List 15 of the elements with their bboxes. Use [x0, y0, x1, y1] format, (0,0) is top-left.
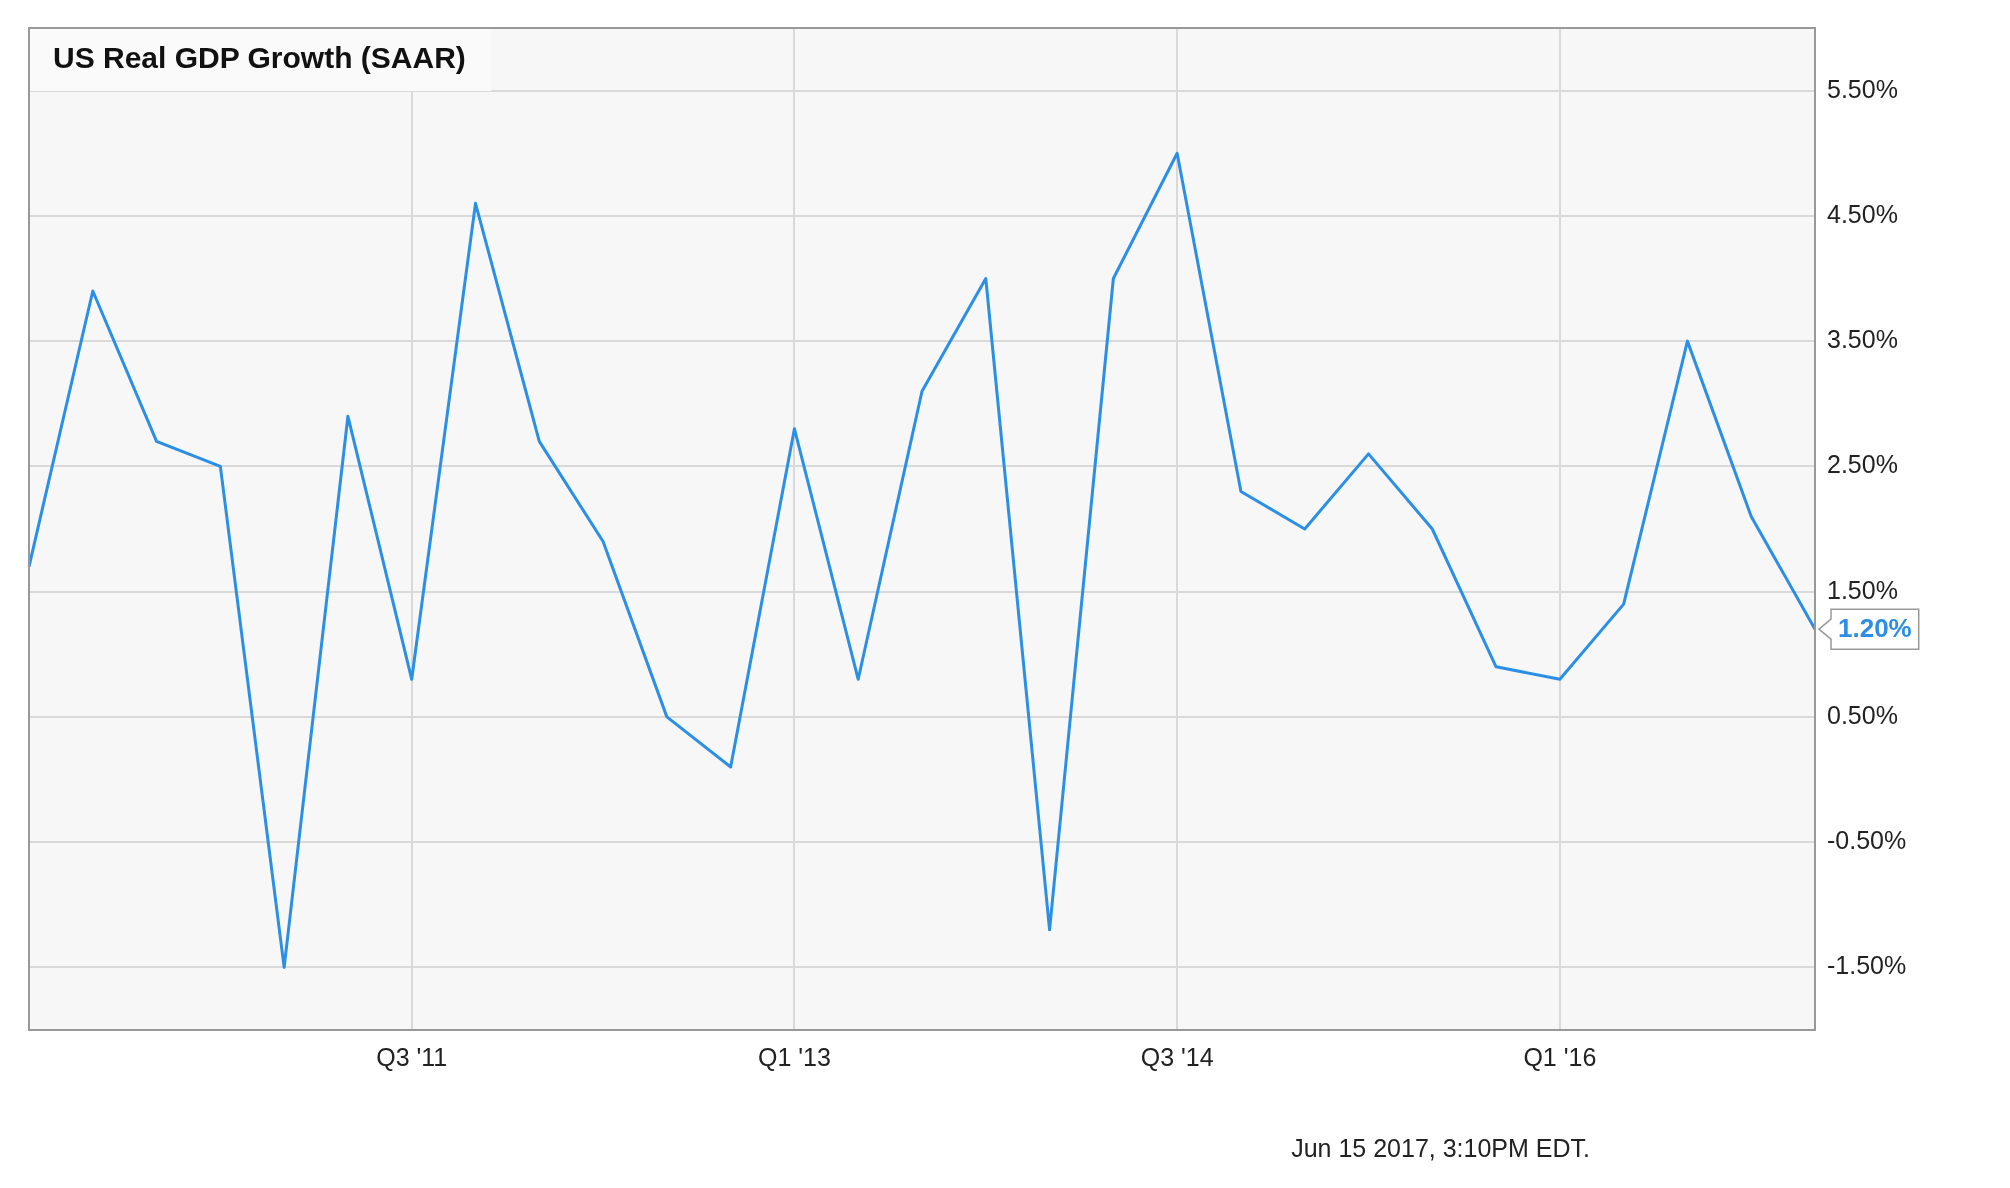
y-tick-label: 4.50% — [1827, 199, 1898, 228]
chart-title: US Real GDP Growth (SAAR) — [53, 41, 466, 75]
x-tick-label: Q3 '14 — [1140, 1042, 1214, 1071]
y-tick-label: 1.50% — [1827, 575, 1898, 604]
x-tick-label: Q1 '16 — [1523, 1042, 1597, 1071]
y-tick-label: 5.50% — [1827, 74, 1898, 103]
text: Jun 15 2017, 3:10PM EDT. — [1291, 1133, 1590, 1162]
y-tick-label: 2.50% — [1827, 450, 1898, 479]
data-label: 1.20% — [1838, 613, 1912, 644]
y-tick-label: 0.50% — [1827, 700, 1898, 729]
y-tick-label: -1.50% — [1827, 951, 1907, 980]
x-tick-label: Q3 '11 — [376, 1042, 448, 1071]
y-tick-label: -0.50% — [1827, 826, 1907, 855]
y-tick-label: 3.50% — [1827, 325, 1898, 354]
x-tick-label: Q1 '13 — [757, 1042, 831, 1071]
